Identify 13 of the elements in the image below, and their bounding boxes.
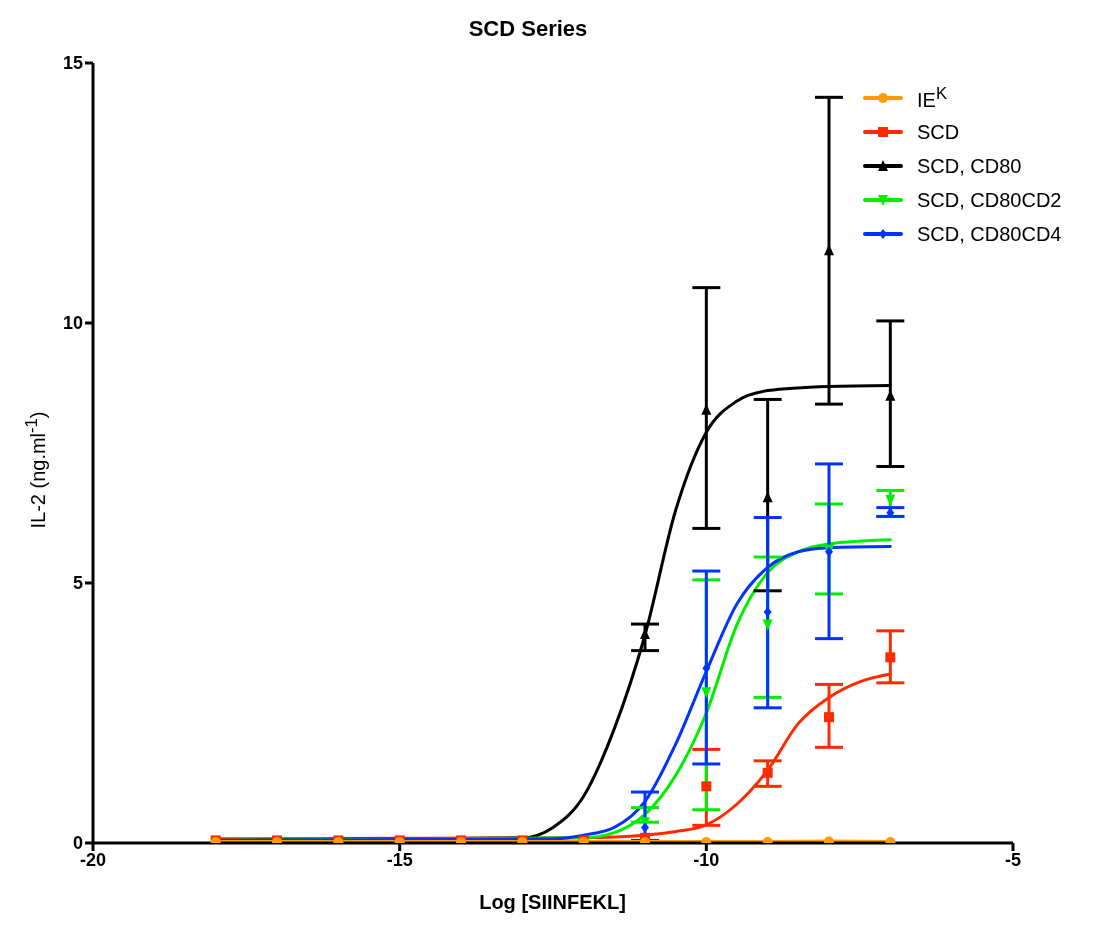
y-tick-label: 5 [72, 573, 83, 594]
x-axis-title: Log [SIINFEKL] [478, 891, 627, 914]
legend-label: SCD, CD80 [917, 154, 1022, 178]
x-tick-label: -10 [693, 849, 720, 870]
y-tick-label: 10 [62, 313, 83, 334]
x-tick-label: -5 [1004, 849, 1022, 870]
x-tick-label: -15 [386, 849, 413, 870]
chart-title: SCD Series [467, 16, 589, 42]
legend-label: SCD [917, 120, 960, 144]
y-tick-label: 15 [62, 53, 83, 74]
legend-label: SCD, CD80CD4 [917, 222, 1062, 246]
legend-label: SCD, CD80CD2 [917, 188, 1062, 212]
legend-label: IE$^{K}$ [917, 84, 948, 112]
